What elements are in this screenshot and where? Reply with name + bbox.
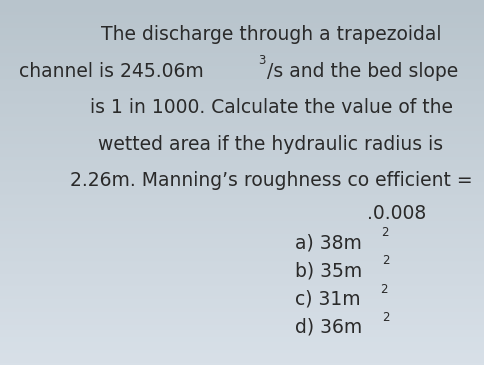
Text: channel is 245.06m: channel is 245.06m: [19, 62, 204, 81]
Text: 2: 2: [381, 226, 389, 239]
Text: /s and the bed slope: /s and the bed slope: [267, 62, 458, 81]
Text: 3: 3: [258, 54, 265, 68]
Text: The discharge through a trapezoidal: The discharge through a trapezoidal: [101, 25, 441, 44]
Text: is 1 in 1000. Calculate the value of the: is 1 in 1000. Calculate the value of the: [90, 98, 453, 117]
Text: b) 35m: b) 35m: [295, 261, 363, 280]
Text: 2: 2: [382, 311, 390, 324]
Text: a) 38m: a) 38m: [295, 233, 362, 252]
Text: c) 31m: c) 31m: [295, 289, 361, 308]
Text: d) 36m: d) 36m: [295, 318, 363, 337]
Text: wetted area if the hydraulic radius is: wetted area if the hydraulic radius is: [98, 135, 444, 154]
Text: .0.008: .0.008: [367, 204, 426, 223]
Text: 2: 2: [382, 254, 390, 268]
Text: 2: 2: [380, 283, 387, 296]
Text: 2.26m. Manning’s roughness co efficient =: 2.26m. Manning’s roughness co efficient …: [70, 171, 472, 190]
